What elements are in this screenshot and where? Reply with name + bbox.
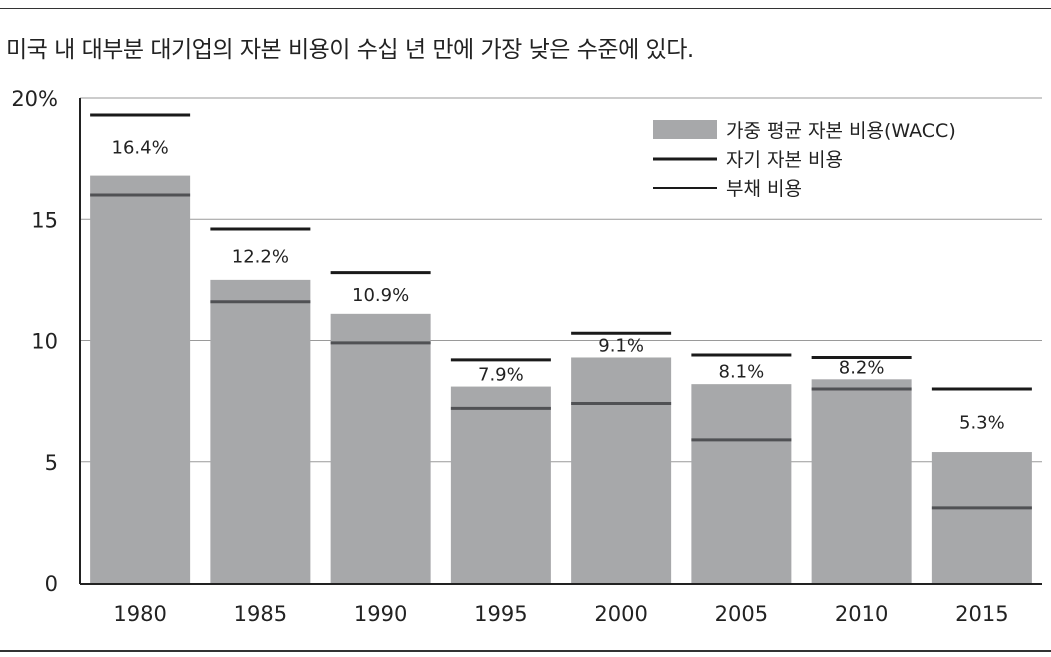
bar-wacc-2010 xyxy=(811,379,912,583)
bar-wacc-2005 xyxy=(691,384,792,583)
marker-layer xyxy=(90,113,1032,510)
legend: 가중 평균 자본 비용(WACC) 자기 자본 비용 부채 비용 xyxy=(653,120,956,200)
data-label-2000: 9.1% xyxy=(598,335,644,356)
bar-wacc-2000 xyxy=(571,357,672,583)
legend-label-equity: 자기 자본 비용 xyxy=(726,149,843,171)
top-rule xyxy=(0,8,1051,9)
data-label-1995: 7.9% xyxy=(478,365,524,386)
axis-layer: 0 5 10 15 20% 1980 1985 1990 1995 2000 2005 2010 201… xyxy=(11,87,1042,626)
bar-wacc-1980 xyxy=(90,175,191,583)
legend-label-debt: 부채 비용 xyxy=(726,178,802,200)
legend-label-wacc: 가중 평균 자본 비용(WACC) xyxy=(726,120,956,142)
x-tick-label: 1995 xyxy=(474,602,527,626)
y-tick-label: 0 xyxy=(45,572,58,596)
legend-swatch-wacc xyxy=(653,120,717,139)
x-tick-label: 1985 xyxy=(234,602,287,626)
data-label-1990: 10.9% xyxy=(352,285,409,306)
bar-wacc-2015 xyxy=(931,452,1032,583)
data-label-2010: 8.2% xyxy=(839,357,885,378)
x-tick-label: 2000 xyxy=(594,602,647,626)
bar-layer xyxy=(90,175,1032,583)
data-label-2015: 5.3% xyxy=(959,413,1005,434)
chart-title: 미국 내 대부분 대기업의 자본 비용이 수십 년 만에 가장 낮은 수준에 있… xyxy=(6,37,694,63)
x-tick-label: 1980 xyxy=(113,602,166,626)
bar-wacc-1990 xyxy=(330,313,431,583)
label-layer: 16.4% 12.2% 10.9% 7.9% 9.1% 8.1% 8.2% 5.3% xyxy=(112,137,1005,433)
bottom-rule xyxy=(0,650,1051,652)
data-label-1980: 16.4% xyxy=(112,137,169,158)
y-tick-label: 15 xyxy=(31,208,58,232)
x-tick-label: 2015 xyxy=(955,602,1008,626)
x-tick-label: 2010 xyxy=(835,602,888,626)
data-label-2005: 8.1% xyxy=(719,362,765,383)
y-tick-label: 10 xyxy=(31,330,58,354)
x-tick-label: 2005 xyxy=(715,602,768,626)
data-label-1985: 12.2% xyxy=(232,246,289,267)
y-tick-label: 5 xyxy=(45,451,58,475)
x-tick-label: 1990 xyxy=(354,602,407,626)
bar-wacc-1995 xyxy=(450,386,551,583)
y-tick-label: 20% xyxy=(11,87,58,111)
bar-wacc-1985 xyxy=(210,279,311,583)
